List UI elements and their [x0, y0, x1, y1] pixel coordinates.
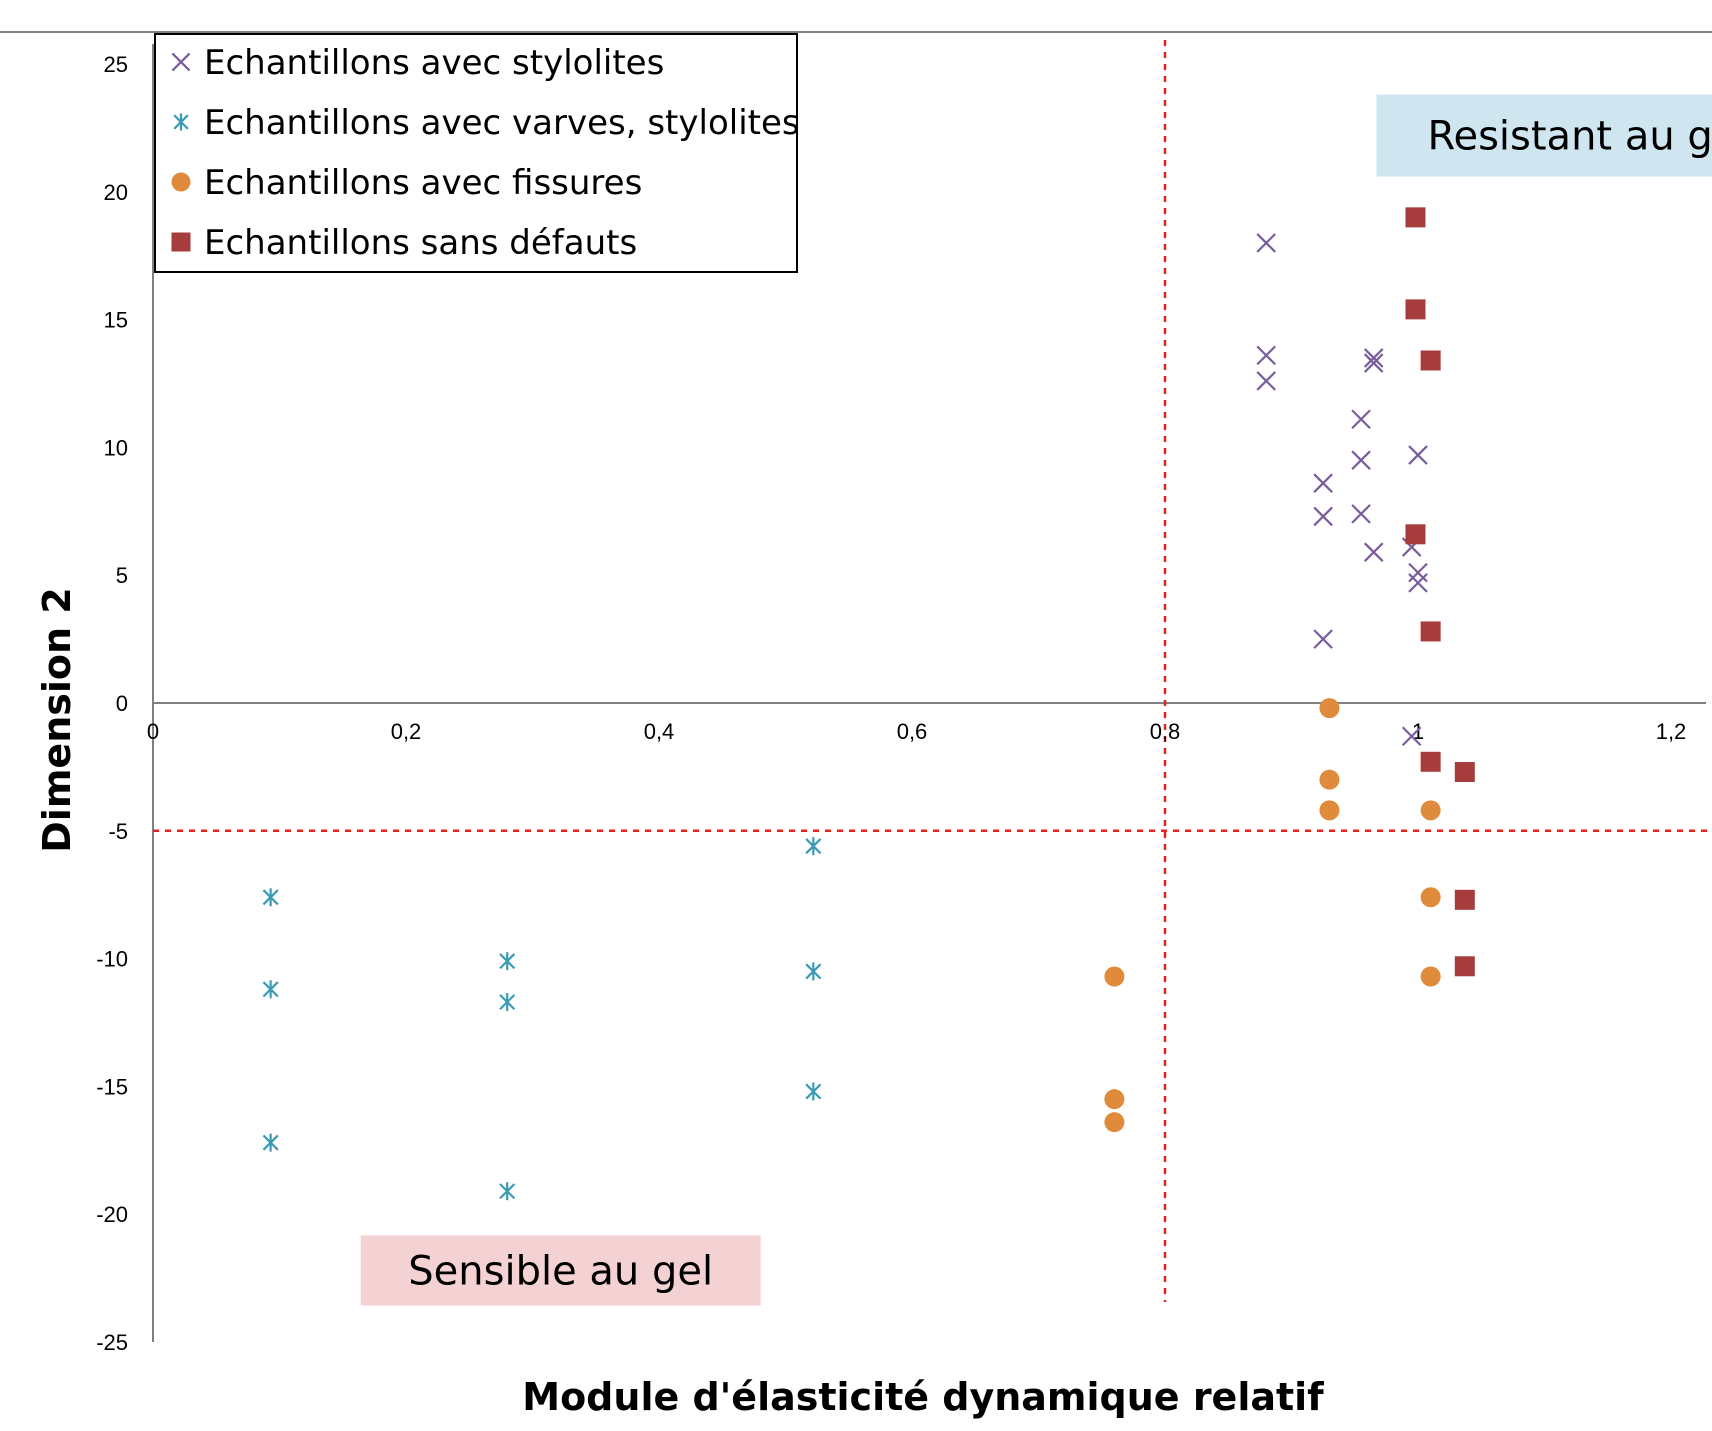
data-point — [1420, 966, 1441, 987]
legend-box — [154, 33, 798, 273]
data-point — [1420, 887, 1441, 908]
data-point — [805, 1082, 822, 1101]
data-point — [1319, 800, 1340, 821]
y-tick-label: -10 — [96, 947, 128, 972]
data-point — [1351, 409, 1371, 430]
series-2 — [262, 837, 822, 1201]
annotation-label: Resistant au gel — [1427, 114, 1712, 160]
data-point — [1405, 299, 1426, 320]
data-point — [1319, 769, 1340, 790]
data-point — [805, 837, 822, 856]
y-tick-label: 10 — [104, 435, 128, 460]
region-annotations: Resistant au gel Sensible au gel — [360, 94, 1712, 1306]
annotation-resistant: Resistant au gel — [1376, 94, 1712, 177]
legend-label: Echantillons avec fissures — [204, 163, 642, 203]
data-point — [1363, 348, 1384, 368]
y-tick-label: 20 — [104, 180, 128, 205]
x-tick-label: 1 — [1412, 719, 1424, 744]
data-point — [1313, 629, 1333, 649]
legend-marker — [171, 232, 191, 252]
y-tick-label: -25 — [96, 1330, 128, 1355]
data-point — [1408, 445, 1428, 465]
x-tick-label: 0,4 — [644, 719, 675, 744]
data-point — [1420, 751, 1441, 772]
y-tick-label: -5 — [108, 819, 128, 844]
legend-entry: Echantillons avec stylolites — [171, 43, 664, 83]
x-tick-label: 0,8 — [1150, 719, 1181, 744]
legend-marker — [171, 52, 191, 72]
data-point — [1405, 524, 1426, 545]
data-point — [262, 1133, 279, 1152]
data-point — [1454, 956, 1475, 977]
legend: Echantillons avec stylolites Echantillons… — [154, 33, 800, 273]
data-point — [1401, 726, 1422, 747]
data-point — [1256, 345, 1276, 366]
x-axis-title: Module d'élasticité dynamique relatif — [522, 1375, 1324, 1419]
x-tick-label: 0 — [147, 719, 159, 744]
y-tick-label: -20 — [96, 1202, 128, 1227]
y-tick-labels: 25 20 15 10 5 0 -5 -10 -15 -20 -25 — [96, 52, 128, 1355]
legend-label: Echantillons sans défauts — [204, 223, 637, 263]
threshold-lines — [153, 40, 1712, 1302]
y-axis-title: Dimension 2 — [35, 587, 79, 852]
legend-label: Echantillons avec stylolites — [204, 43, 664, 83]
series-1 — [1256, 233, 1428, 747]
x-tick-label: 0,2 — [391, 719, 422, 744]
legend-marker — [171, 172, 191, 192]
data-point — [499, 952, 516, 971]
data-point — [1351, 504, 1371, 524]
data-point — [1420, 350, 1441, 371]
y-tick-label: 5 — [116, 563, 128, 588]
data-point — [1351, 450, 1371, 470]
annotation-box — [360, 1235, 761, 1306]
data-point — [1256, 233, 1276, 253]
data-point — [1454, 889, 1475, 910]
data-point — [1104, 1089, 1125, 1110]
data-point — [1363, 353, 1384, 373]
data-point — [1420, 621, 1441, 642]
annotation-sensible: Sensible au gel — [360, 1235, 761, 1306]
data-point — [1408, 562, 1428, 583]
data-point — [1313, 473, 1333, 493]
series-4 — [1405, 207, 1475, 977]
x-tick-labels: 0 0,2 0,4 0,6 0,8 1 1,2 — [147, 719, 1686, 744]
data-point — [499, 1182, 516, 1201]
data-point — [1319, 698, 1340, 719]
x-tick-label: 0,6 — [897, 719, 928, 744]
legend-entry: Echantillons avec fissures — [171, 163, 642, 203]
y-tick-label: 25 — [104, 52, 128, 77]
series-3 — [1104, 698, 1441, 1133]
annotation-box — [1376, 94, 1712, 177]
data-point — [1405, 207, 1426, 228]
y-tick-label: -15 — [96, 1074, 128, 1099]
data-point — [262, 888, 279, 907]
legend-entry: Echantillons avec varves, stylolites — [173, 103, 800, 143]
y-tick-label: 15 — [104, 308, 128, 333]
data-point — [1104, 966, 1125, 987]
y-tick-label: 0 — [116, 691, 128, 716]
data-point — [1408, 573, 1428, 593]
data-point — [1420, 800, 1441, 821]
data-point — [1104, 1112, 1125, 1133]
x-tick-label: 1,2 — [1656, 719, 1687, 744]
data-point — [499, 993, 516, 1012]
data-point — [1256, 371, 1276, 391]
data-point — [262, 980, 279, 999]
data-point — [1454, 762, 1475, 783]
legend-label: Echantillons avec varves, stylolites — [204, 103, 800, 143]
data-point — [1313, 506, 1333, 527]
legend-entry: Echantillons sans défauts — [171, 223, 637, 263]
data-points — [262, 207, 1475, 1201]
legend-marker — [173, 113, 189, 131]
annotation-label: Sensible au gel — [408, 1248, 713, 1294]
data-point — [1363, 542, 1384, 562]
data-point — [805, 962, 822, 981]
